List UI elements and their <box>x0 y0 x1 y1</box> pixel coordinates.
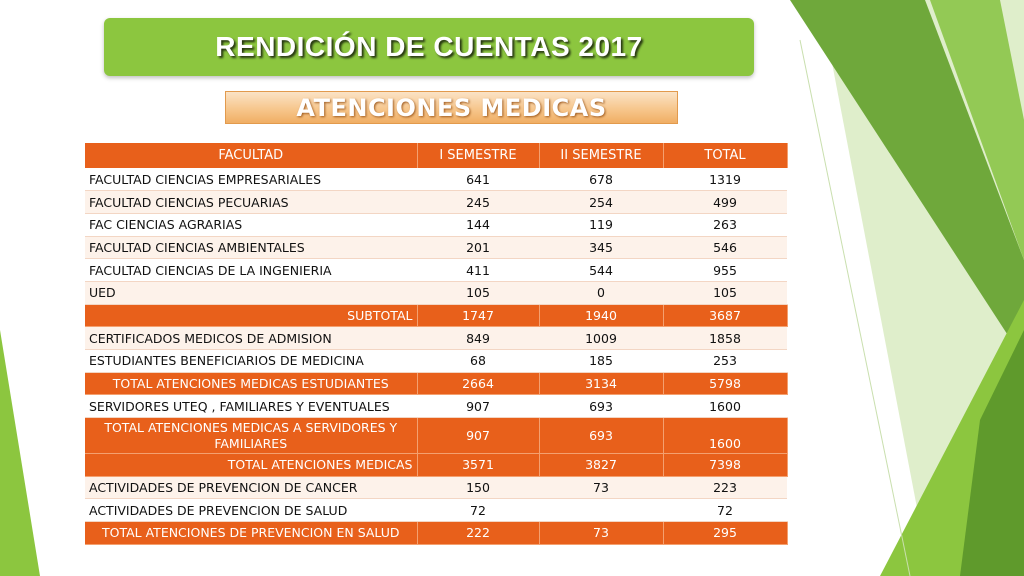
column-header-i-semestre: I SEMESTRE <box>417 143 540 168</box>
row-s1: 105 <box>417 281 539 305</box>
row-s2: 119 <box>539 213 663 237</box>
row-s2: 345 <box>539 236 663 260</box>
deco-shape-dark <box>790 0 1024 360</box>
row-name: TOTAL ATENCIONES DE PREVENCION EN SALUD <box>85 521 418 545</box>
row-name: TOTAL ATENCIONES MEDICAS A SERVIDORES Y … <box>85 417 418 455</box>
row-name: CERTIFICADOS MEDICOS DE ADMISION <box>85 326 417 350</box>
table-row: ESTUDIANTES BENEFICIARIOS DE MEDICINA 68… <box>85 349 787 373</box>
row-total: 1600 <box>663 394 787 419</box>
deco-shape-mid <box>930 0 1024 260</box>
row-total: 1600 <box>663 417 788 455</box>
row-total: 105 <box>663 281 787 305</box>
row-name: ACTIVIDADES DE PREVENCION DE CANCER <box>85 476 417 500</box>
row-name: FACULTAD CIENCIAS AMBIENTALES <box>85 236 417 260</box>
row-s1: 68 <box>417 349 539 373</box>
row-name: SUBTOTAL <box>85 304 418 328</box>
row-s2: 544 <box>539 258 663 282</box>
row-total: 263 <box>663 213 787 237</box>
row-name: FACULTAD CIENCIAS DE LA INGENIERIA <box>85 258 417 282</box>
table-header-row: FACULTAD I SEMESTRE II SEMESTRE TOTAL <box>85 143 788 168</box>
row-total: 3687 <box>663 304 788 328</box>
row-s1: 222 <box>417 521 540 545</box>
total-prevention-row: TOTAL ATENCIONES DE PREVENCION EN SALUD … <box>85 521 788 545</box>
table-row: FACULTAD CIENCIAS DE LA INGENIERIA 411 5… <box>85 258 787 282</box>
row-s1: 1747 <box>417 304 540 328</box>
column-header-ii-semestre: II SEMESTRE <box>539 143 664 168</box>
row-total: 1319 <box>663 168 787 192</box>
row-total: 5798 <box>663 372 788 396</box>
row-name: SERVIDORES UTEQ , FAMILIARES Y EVENTUALE… <box>85 394 417 419</box>
page-title: RENDICIÓN DE CUENTAS 2017 <box>215 31 643 62</box>
title-banner: RENDICIÓN DE CUENTAS 2017 <box>104 18 754 76</box>
row-s2: 73 <box>539 476 663 500</box>
row-s2: 693 <box>539 394 663 419</box>
row-s1: 411 <box>417 258 539 282</box>
total-medical-row: TOTAL ATENCIONES MEDICAS 3571 3827 7398 <box>85 453 788 477</box>
row-s2: 73 <box>539 521 664 545</box>
table-row: FACULTAD CIENCIAS EMPRESARIALES 641 678 … <box>85 168 787 192</box>
row-s2: 1009 <box>539 326 663 350</box>
row-total: 253 <box>663 349 787 373</box>
row-s1: 150 <box>417 476 539 500</box>
row-s1: 201 <box>417 236 539 260</box>
row-name: UED <box>85 281 417 305</box>
row-name: TOTAL ATENCIONES MEDICAS ESTUDIANTES <box>85 372 418 396</box>
subtotal-row: SUBTOTAL 1747 1940 3687 <box>85 304 788 328</box>
row-s2 <box>539 498 663 523</box>
deco-line <box>799 39 911 576</box>
row-s1: 3571 <box>417 453 540 477</box>
row-s1: 907 <box>417 394 539 419</box>
table-row: FAC CIENCIAS AGRARIAS 144 119 263 <box>85 213 787 237</box>
total-students-row: TOTAL ATENCIONES MEDICAS ESTUDIANTES 266… <box>85 372 788 396</box>
row-total: 295 <box>663 521 788 545</box>
subtitle-banner: ATENCIONES MEDICAS <box>225 91 678 124</box>
row-s1: 144 <box>417 213 539 237</box>
deco-shape-left <box>0 330 40 576</box>
row-name: ESTUDIANTES BENEFICIARIOS DE MEDICINA <box>85 349 417 373</box>
row-name: FACULTAD CIENCIAS PECUARIAS <box>85 190 417 214</box>
row-s1: 72 <box>417 498 539 523</box>
page-subtitle: ATENCIONES MEDICAS <box>296 93 607 122</box>
table-row: SERVIDORES UTEQ , FAMILIARES Y EVENTUALE… <box>85 394 787 419</box>
row-s2: 3827 <box>539 453 664 477</box>
table-row: ACTIVIDADES DE PREVENCION DE SALUD 72 72 <box>85 498 787 523</box>
row-s1: 641 <box>417 168 539 192</box>
row-s1: 849 <box>417 326 539 350</box>
table-row: FACULTAD CIENCIAS PECUARIAS 245 254 499 <box>85 190 787 214</box>
row-name: ACTIVIDADES DE PREVENCION DE SALUD <box>85 498 417 523</box>
row-s2: 0 <box>539 281 663 305</box>
medical-attention-table: FACULTAD I SEMESTRE II SEMESTRE TOTAL FA… <box>85 143 788 545</box>
row-s1: 907 <box>417 417 540 455</box>
deco-shape-bottom-dark <box>960 330 1024 576</box>
row-s2: 185 <box>539 349 663 373</box>
row-total: 1858 <box>663 326 787 350</box>
row-total: 7398 <box>663 453 788 477</box>
row-total: 499 <box>663 190 787 214</box>
row-s1: 2664 <box>417 372 540 396</box>
row-s2: 678 <box>539 168 663 192</box>
row-s1: 245 <box>417 190 539 214</box>
table-row: FACULTAD CIENCIAS AMBIENTALES 201 345 54… <box>85 236 787 260</box>
row-total: 72 <box>663 498 787 523</box>
row-name: FAC CIENCIAS AGRARIAS <box>85 213 417 237</box>
row-s2: 254 <box>539 190 663 214</box>
table-row: ACTIVIDADES DE PREVENCION DE CANCER 150 … <box>85 476 787 500</box>
row-name: TOTAL ATENCIONES MEDICAS <box>85 453 418 477</box>
column-header-facultad: FACULTAD <box>85 143 418 168</box>
row-total: 955 <box>663 258 787 282</box>
column-header-total: TOTAL <box>663 143 788 168</box>
total-servants-row: TOTAL ATENCIONES MEDICAS A SERVIDORES Y … <box>85 417 788 455</box>
row-s2: 3134 <box>539 372 664 396</box>
row-total: 546 <box>663 236 787 260</box>
row-s2: 1940 <box>539 304 664 328</box>
row-total: 223 <box>663 476 787 500</box>
table-row: UED 105 0 105 <box>85 281 787 305</box>
row-name: FACULTAD CIENCIAS EMPRESARIALES <box>85 168 417 192</box>
table-row: CERTIFICADOS MEDICOS DE ADMISION 849 100… <box>85 326 787 350</box>
row-s2: 693 <box>539 417 664 455</box>
